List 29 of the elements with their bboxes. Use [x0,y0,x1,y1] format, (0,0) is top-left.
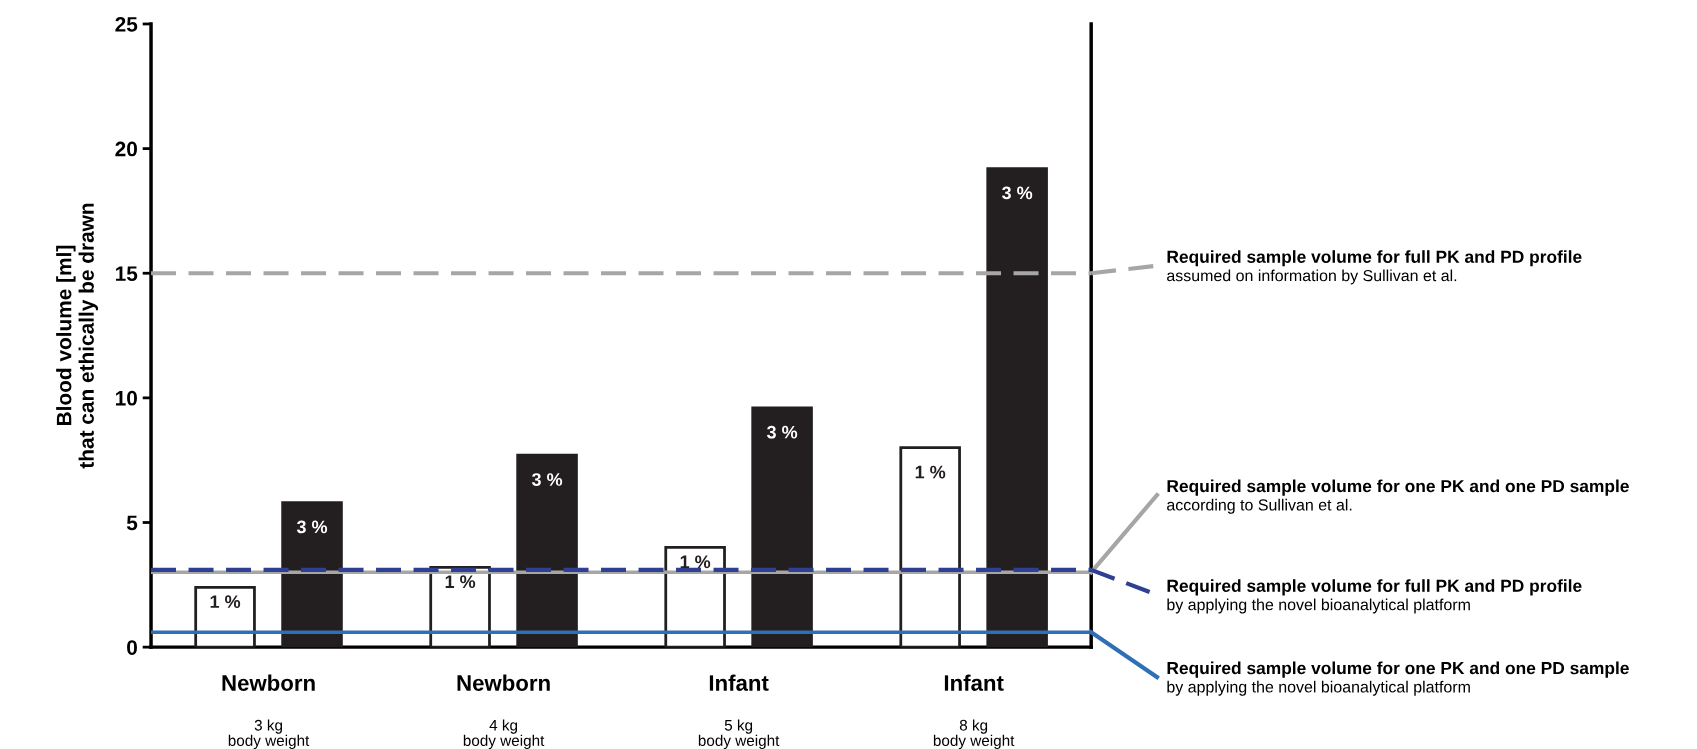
text: 3 % [1001,186,1033,200]
category-label: Infant 5 kg body weight [698,674,780,749]
y-tick-label: 15 [115,266,138,281]
ref-line-label: Required sample volume for full PK and PD profile assumed on information by Sullivan et al. [1167,250,1582,285]
y-tick-label: 0 [127,640,137,655]
text: 1 % [915,465,946,479]
y-tick-label: 25 [115,16,138,32]
series-label: 3 % [531,473,563,486]
legend-label: Required sample volume for full PK and PD profile by applying the novel bioanalytical platform [1167,579,1582,614]
y-tick-label: 10 [115,390,137,406]
bar [516,453,578,648]
text: 3 % [766,425,798,439]
text: 3 % [296,520,328,534]
category-label: Infant 8 kg body weight [933,674,1015,749]
ref-line-label: Required sample volume for one PK and one PD sample by applying the novel bioanalytical platform [1167,661,1629,696]
bar [751,406,813,648]
bar [986,167,1048,648]
series-label: 1 % [210,595,241,609]
y-tick-label: 5 [126,515,138,531]
category-label: Newborn 4 kg body weight [457,674,550,749]
ref-line-label: Required sample volume for one PK and one PD sample according to Sullivan et al. [1167,479,1629,514]
bar [281,501,343,648]
bar [899,446,961,648]
bar [194,585,256,648]
y-axis-title: Blood volume [ml] that can ethically be drawn [56,203,98,469]
y-tick-label: 20 [115,141,137,157]
text: 1 % [680,555,711,569]
text: 1 % [445,575,476,589]
category-label: Newborn 3 kg body weight [222,674,315,749]
